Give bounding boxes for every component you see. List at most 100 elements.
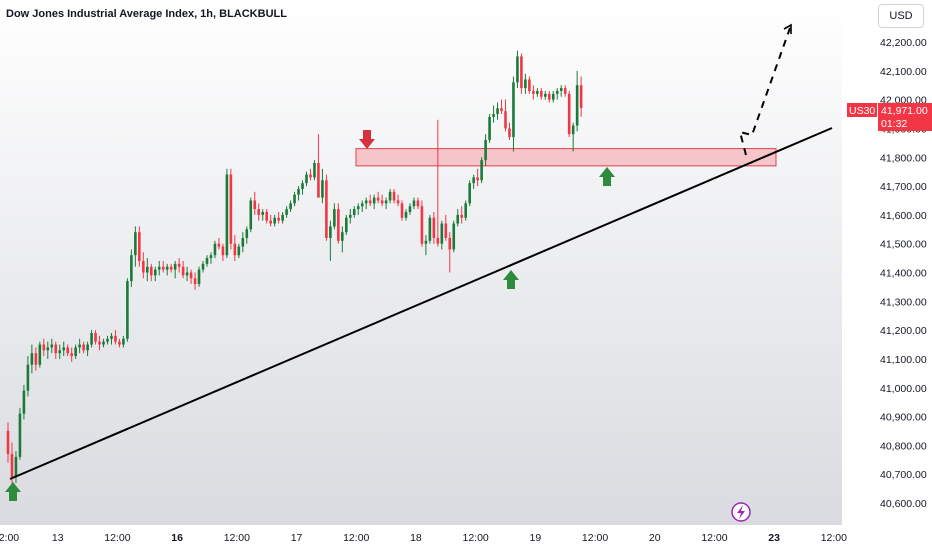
candle-down — [416, 200, 420, 207]
candle-up — [205, 258, 209, 264]
time-tick-label: 18 — [410, 532, 422, 544]
projection-path[interactable] — [738, 27, 791, 156]
candle-up — [26, 364, 30, 391]
candle-up — [408, 206, 412, 212]
candle-down — [118, 341, 121, 345]
resistance-zone[interactable] — [355, 148, 777, 167]
candle-up — [456, 214, 460, 224]
candle-up — [237, 246, 241, 256]
candle-up — [209, 255, 213, 259]
candle-up — [321, 180, 324, 198]
candle-up — [293, 194, 296, 204]
time-tick-label: 12:00 — [701, 532, 727, 544]
candle-down — [309, 174, 312, 178]
candle-up — [281, 214, 284, 221]
candle-down — [269, 220, 272, 224]
lightning-icon[interactable] — [731, 502, 751, 522]
price-tick-label: 41,000.00 — [880, 383, 927, 395]
candle-up — [74, 347, 77, 357]
candle-up — [130, 255, 133, 282]
price-tick-label: 40,900.00 — [880, 412, 927, 424]
candles-group — [6, 50, 583, 486]
price-tick-label: 41,500.00 — [880, 239, 927, 251]
candle-down — [265, 211, 268, 221]
candle-up — [516, 56, 519, 83]
trendline[interactable] — [9, 127, 833, 480]
candle-up — [428, 217, 432, 241]
chart-title: Dow Jones Industrial Average Index, 1h, … — [6, 8, 287, 20]
candle-down — [325, 180, 328, 238]
arrow-down-icon — [359, 130, 375, 149]
candle-up — [388, 191, 392, 201]
time-axis[interactable]: 12:00 13 12:00 16 12:00 17 12:00 18 12:00 19 12:00… — [0, 532, 847, 544]
candle-up — [102, 341, 105, 345]
price-tick-label: 40,600.00 — [880, 498, 927, 510]
candle-up — [360, 203, 364, 207]
candle-up — [440, 223, 444, 244]
time-tick-label: 19 — [529, 532, 541, 544]
time-axis-background — [0, 525, 842, 550]
candle-up — [512, 82, 515, 138]
candle-up — [197, 269, 201, 285]
candle-down — [161, 266, 165, 270]
candle-down — [257, 209, 261, 215]
candle-down — [500, 108, 503, 112]
candle-up — [544, 93, 547, 97]
candle-down — [337, 209, 340, 241]
candle-up — [333, 209, 336, 227]
candle-down — [177, 263, 181, 267]
candle-up — [146, 266, 149, 273]
candle-up — [86, 344, 89, 351]
candle-up — [555, 90, 559, 94]
price-tick-label: 40,700.00 — [880, 469, 927, 481]
candle-up — [14, 456, 18, 478]
price-tick-label: 40,800.00 — [880, 440, 927, 452]
candle-down — [460, 214, 464, 218]
candle-up — [38, 344, 42, 365]
price-tick-label: 41,100.00 — [880, 354, 927, 366]
arrow-up-icon — [503, 270, 519, 289]
candle-down — [114, 335, 117, 342]
price-tick-label: 41,200.00 — [880, 325, 927, 337]
candle-up — [126, 281, 129, 339]
price-axis-background — [842, 0, 932, 550]
candle-down — [476, 177, 479, 181]
time-tick-label: 12:00 — [224, 532, 250, 544]
candle-up — [285, 209, 288, 215]
candle-up — [356, 206, 360, 210]
candle-up — [472, 177, 475, 184]
candle-up — [46, 347, 50, 351]
candle-down — [380, 200, 384, 204]
candle-up — [372, 197, 376, 204]
candle-down — [233, 243, 237, 256]
candle-down — [520, 56, 523, 89]
candle-down — [532, 90, 535, 94]
candle-up — [185, 272, 189, 276]
price-tick-label: 41,600.00 — [880, 210, 927, 222]
current-price-label: US30 41,971.00 01:32 — [847, 103, 932, 131]
candle-up — [301, 183, 304, 189]
candle-down — [436, 237, 440, 244]
candle-down — [420, 206, 424, 244]
time-tick-label: 12:00 — [821, 532, 847, 544]
candle-down — [579, 85, 583, 108]
candle-down — [189, 272, 193, 279]
time-tick-label: 13 — [52, 532, 64, 544]
candle-down — [229, 174, 233, 244]
candle-up — [165, 266, 169, 270]
candle-down — [142, 260, 145, 273]
candle-up — [524, 79, 527, 89]
candle-down — [70, 353, 73, 357]
candle-down — [34, 353, 38, 365]
candle-down — [10, 454, 14, 478]
candle-down — [528, 79, 531, 91]
price-tick-label: 41,300.00 — [880, 296, 927, 308]
candle-up — [536, 90, 539, 94]
candle-down — [277, 217, 280, 221]
candle-up — [297, 188, 300, 195]
candle-down — [567, 93, 571, 135]
time-tick-label: 12:00 — [0, 532, 19, 544]
currency-button[interactable]: USD — [878, 4, 924, 28]
candle-up — [364, 200, 368, 204]
